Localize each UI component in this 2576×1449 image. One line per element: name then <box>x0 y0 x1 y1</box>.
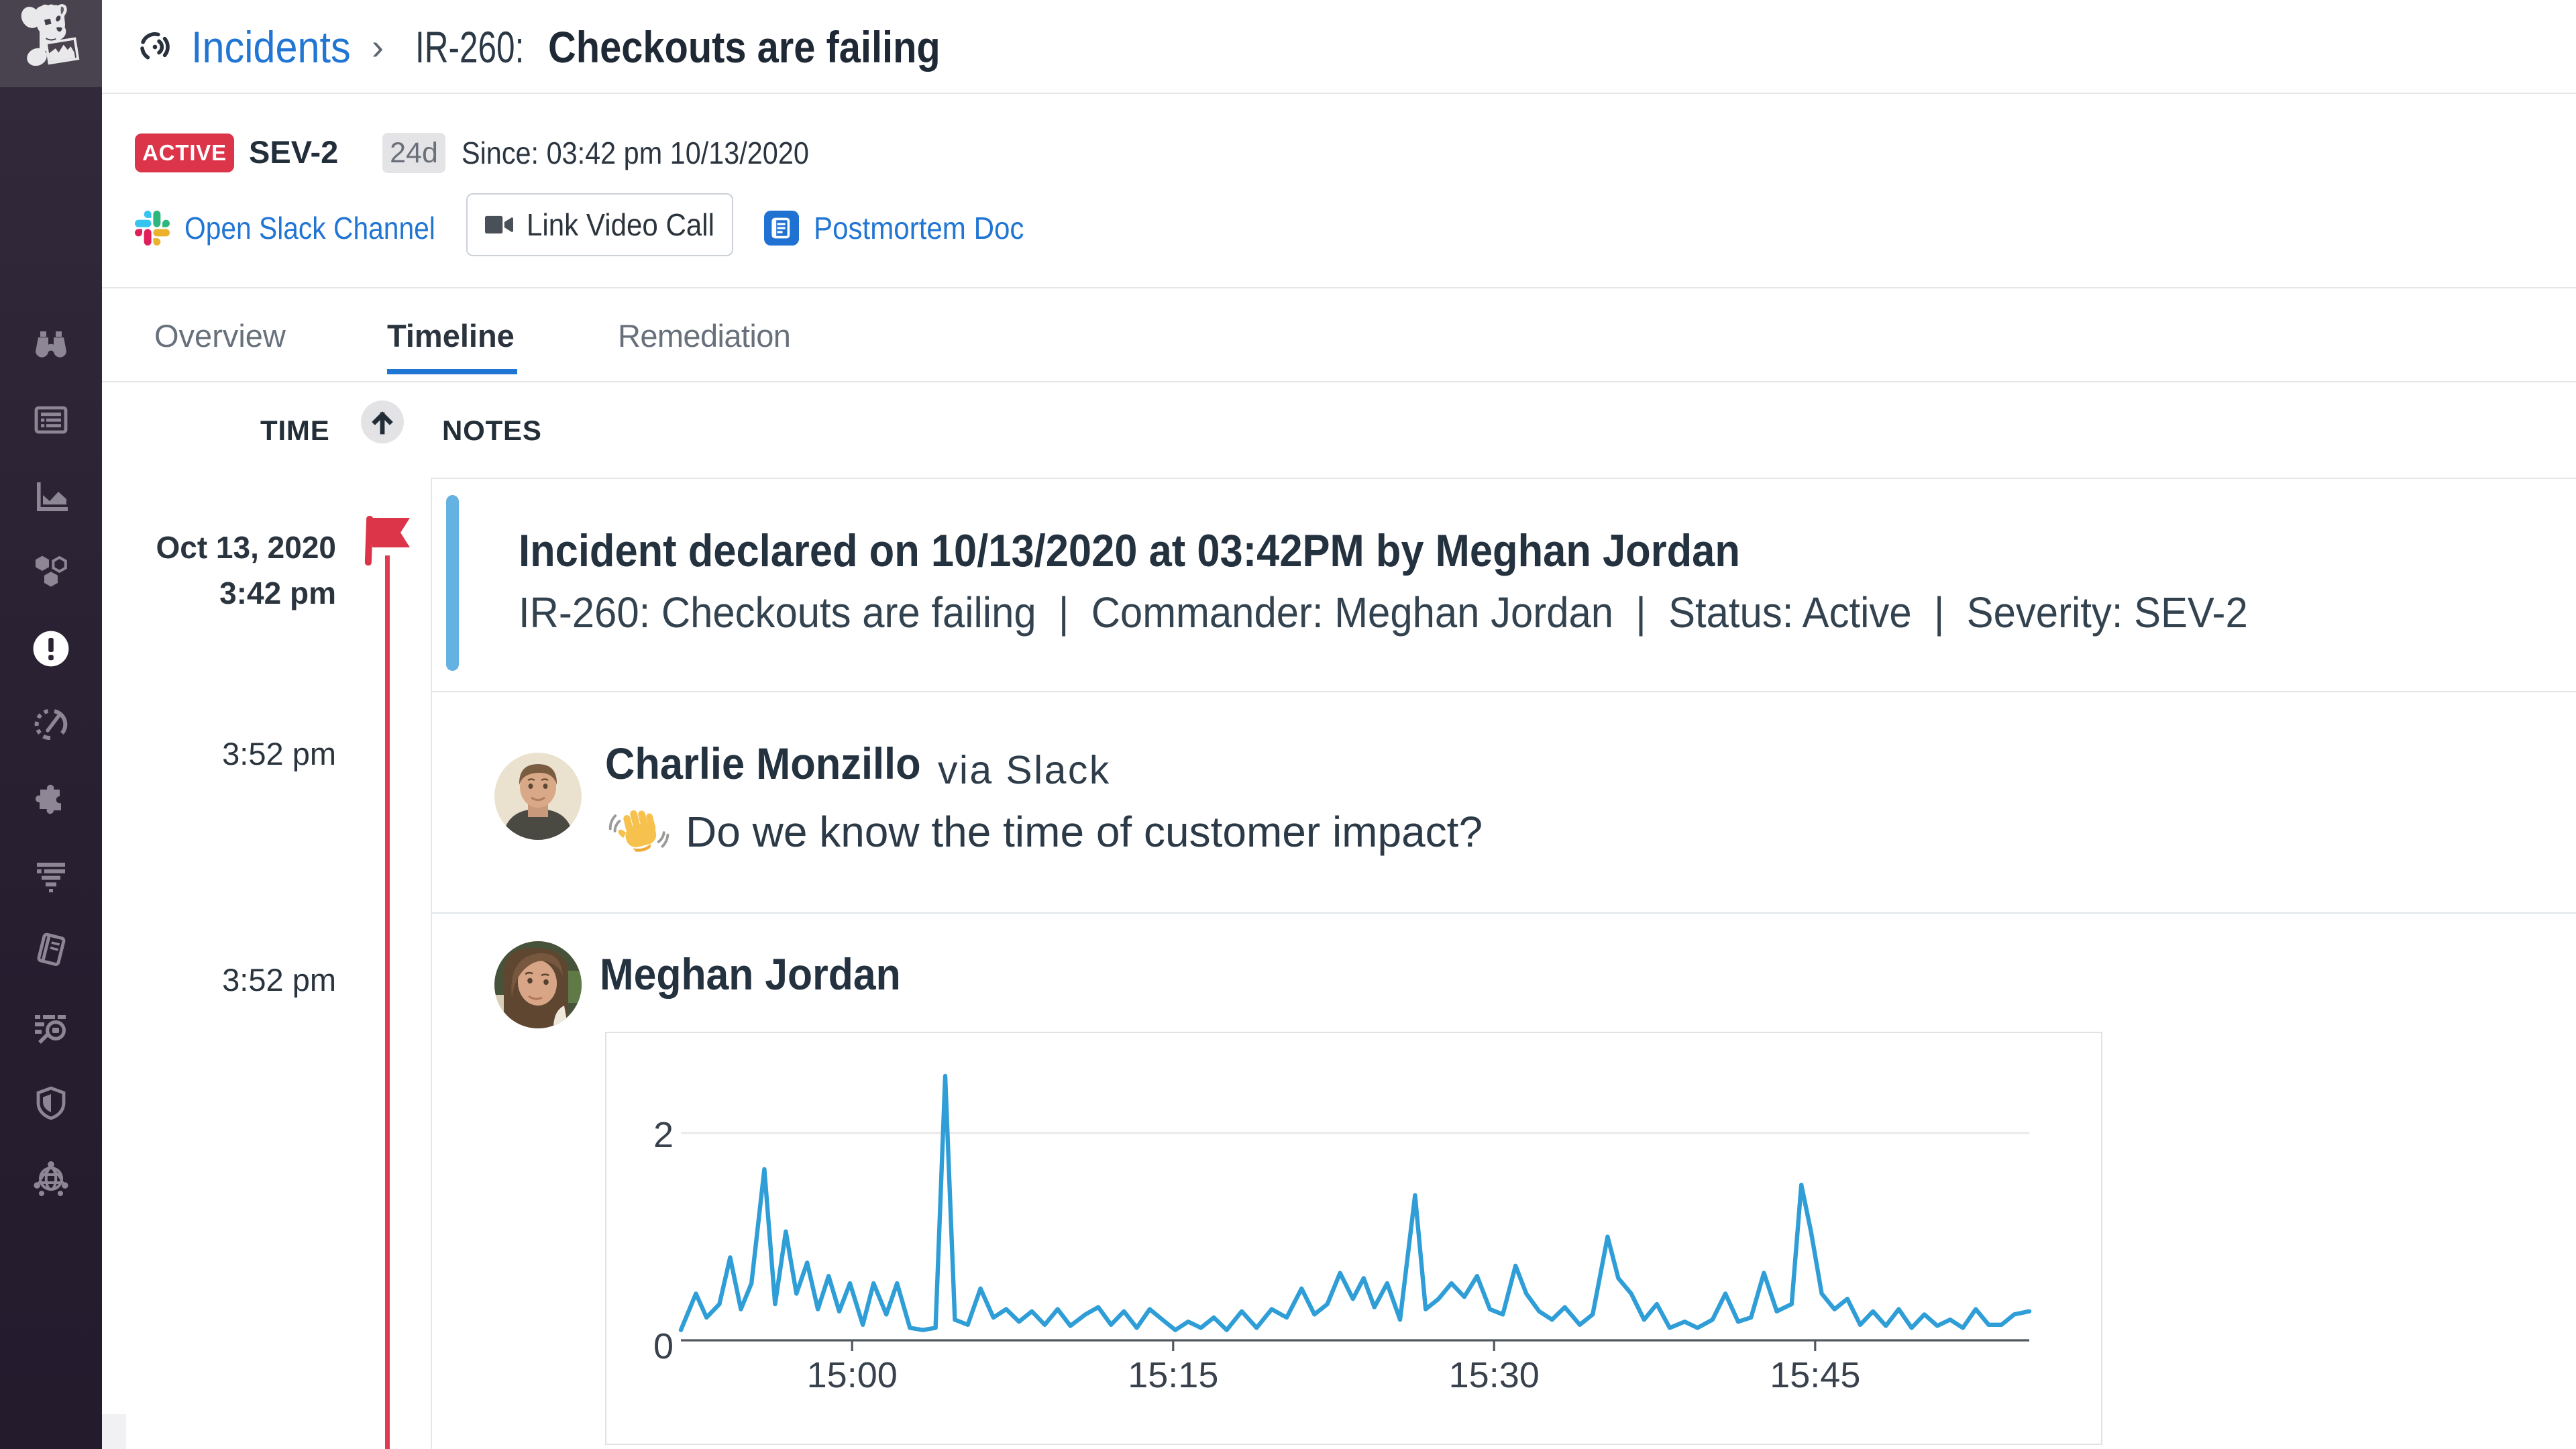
svg-text:15:30: 15:30 <box>1449 1355 1540 1395</box>
svg-text:15:45: 15:45 <box>1770 1355 1860 1395</box>
svg-text:15:00: 15:00 <box>807 1355 898 1395</box>
svg-text:0: 0 <box>653 1326 674 1366</box>
svg-text:15:15: 15:15 <box>1128 1355 1218 1395</box>
svg-text:2: 2 <box>653 1115 674 1155</box>
